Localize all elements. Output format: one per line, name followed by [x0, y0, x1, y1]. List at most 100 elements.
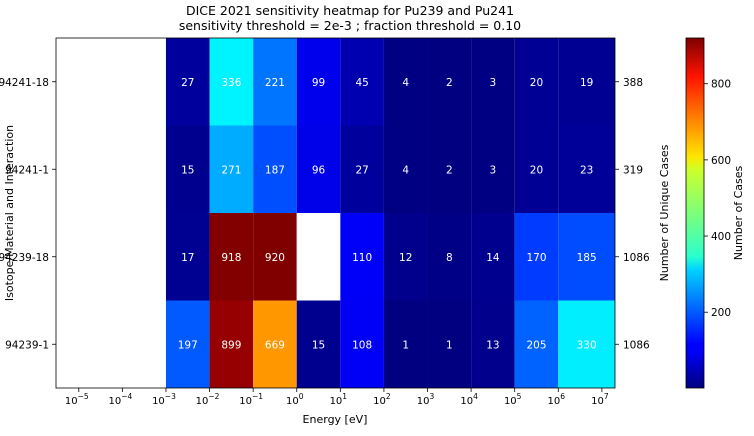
- x-tick-label: 104: [460, 392, 478, 407]
- cell-value-label: 2: [446, 164, 453, 176]
- y-tick-label: 94239-18: [0, 252, 49, 264]
- x-tick-exponent: 4: [473, 392, 478, 401]
- heatmap-cell: [514, 38, 559, 126]
- x-tick-label: 10−4: [108, 392, 132, 407]
- y-tick-label: 94239-1: [5, 339, 49, 351]
- cell-value-label: 271: [221, 164, 241, 176]
- cell-value-label: 197: [178, 339, 198, 351]
- cell-value-label: 96: [312, 164, 326, 176]
- cell-value-label: 3: [490, 164, 497, 176]
- heatmap-cell: [340, 125, 384, 213]
- cell-value-label: 20: [530, 164, 543, 176]
- colorbar-tick-label: 400: [711, 231, 731, 243]
- x-tick-exponent: 6: [560, 392, 565, 401]
- cell-value-label: 2: [446, 77, 453, 89]
- cell-value-label: 920: [265, 252, 285, 264]
- heatmap-cell: [253, 125, 297, 213]
- x-tick-exponent: −3: [165, 392, 176, 401]
- heatmap-cell: [253, 300, 297, 388]
- heatmap-cell: [296, 38, 341, 126]
- cell-value-label: 19: [580, 77, 593, 89]
- heatmap-cell: [558, 300, 615, 388]
- y-tick-label: 94241-18: [0, 77, 49, 89]
- heatmap-cell: [383, 300, 428, 388]
- x-tick-label: 10−5: [65, 392, 89, 407]
- heatmap-cell: [340, 213, 384, 301]
- cell-value-label: 4: [402, 77, 409, 89]
- x-tick-exponent: 3: [429, 392, 434, 401]
- cell-value-label: 13: [486, 339, 499, 351]
- x-tick-label: 106: [548, 392, 566, 407]
- x-tick-label: 102: [373, 392, 391, 407]
- heatmap-cell: [383, 125, 428, 213]
- cell-value-label: 1: [446, 339, 453, 351]
- unique-cases-label: 1086: [623, 252, 650, 264]
- x-tick-label: 105: [504, 392, 522, 407]
- heatmap-cell: [340, 38, 384, 126]
- cell-value-label: 221: [265, 77, 285, 89]
- heatmap-cell: [165, 300, 210, 388]
- x-tick-exponent: 5: [517, 392, 522, 401]
- cell-value-label: 899: [221, 339, 241, 351]
- heatmap-cell: [165, 213, 210, 301]
- heatmap-cell: [209, 300, 254, 388]
- colorbar: [685, 37, 705, 389]
- cell-value-label: 17: [181, 252, 194, 264]
- heatmap-cell: [514, 213, 559, 301]
- cell-value-label: 45: [355, 77, 368, 89]
- heatmap-cell: [471, 125, 515, 213]
- heatmap-cell: [209, 125, 254, 213]
- cell-value-label: 1: [402, 339, 409, 351]
- y-tick-label: 94241-1: [5, 164, 49, 176]
- unique-cases-label: 388: [623, 77, 643, 89]
- heatmap-cell: [427, 125, 472, 213]
- cell-value-label: 12: [399, 252, 412, 264]
- cell-value-label: 14: [486, 252, 500, 264]
- cell-value-label: 205: [526, 339, 546, 351]
- cell-value-label: 669: [265, 339, 285, 351]
- x-tick-exponent: 0: [299, 392, 304, 401]
- chart-title: DICE 2021 sensitivity heatmap for Pu239 …: [186, 3, 514, 18]
- right-axis-label: Number of Unique Cases: [658, 144, 671, 281]
- cell-value-label: 3: [490, 77, 497, 89]
- x-tick-label: 100: [286, 392, 304, 407]
- cell-value-label: 15: [181, 164, 194, 176]
- heatmap-cell: [427, 213, 472, 301]
- cell-value-label: 4: [402, 164, 409, 176]
- cell-value-label: 99: [312, 77, 325, 89]
- colorbar-tick-label: 600: [711, 155, 731, 167]
- heatmap-cell: [253, 38, 297, 126]
- cell-value-label: 27: [181, 77, 194, 89]
- x-tick-label: 10−3: [152, 392, 176, 407]
- heatmap-cell: [340, 300, 384, 388]
- x-tick-label: 10−2: [196, 392, 220, 407]
- cell-value-label: 8: [446, 252, 453, 264]
- cell-value-label: 330: [577, 339, 597, 351]
- heatmap-cell: [383, 38, 428, 126]
- heatmap-cell: [514, 300, 559, 388]
- x-tick-exponent: −2: [208, 392, 219, 401]
- heatmap-cell: [296, 300, 341, 388]
- plot-frame: [55, 37, 616, 389]
- cell-value-label: 108: [352, 339, 372, 351]
- heatmap-cell: [253, 213, 297, 301]
- heatmap-cell: [427, 300, 472, 388]
- heatmap-cell: [471, 213, 515, 301]
- x-tick-label: 103: [417, 392, 435, 407]
- heatmap-cell: [514, 125, 559, 213]
- heatmap-cell: [383, 213, 428, 301]
- cell-value-label: 27: [355, 164, 368, 176]
- unique-cases-label: 319: [623, 164, 643, 176]
- x-tick-exponent: −1: [252, 392, 263, 401]
- heatmap-cell: [209, 38, 254, 126]
- heatmap-cell: [427, 38, 472, 126]
- unique-cases-label: 1086: [623, 339, 650, 351]
- x-tick-exponent: 1: [342, 392, 347, 401]
- x-tick-label: 10−1: [239, 392, 263, 407]
- heatmap-cell: [558, 125, 615, 213]
- x-tick-label: 107: [591, 392, 609, 407]
- x-tick-exponent: −5: [78, 392, 89, 401]
- heatmap-cell: [558, 213, 615, 301]
- x-tick-label: 101: [330, 392, 348, 407]
